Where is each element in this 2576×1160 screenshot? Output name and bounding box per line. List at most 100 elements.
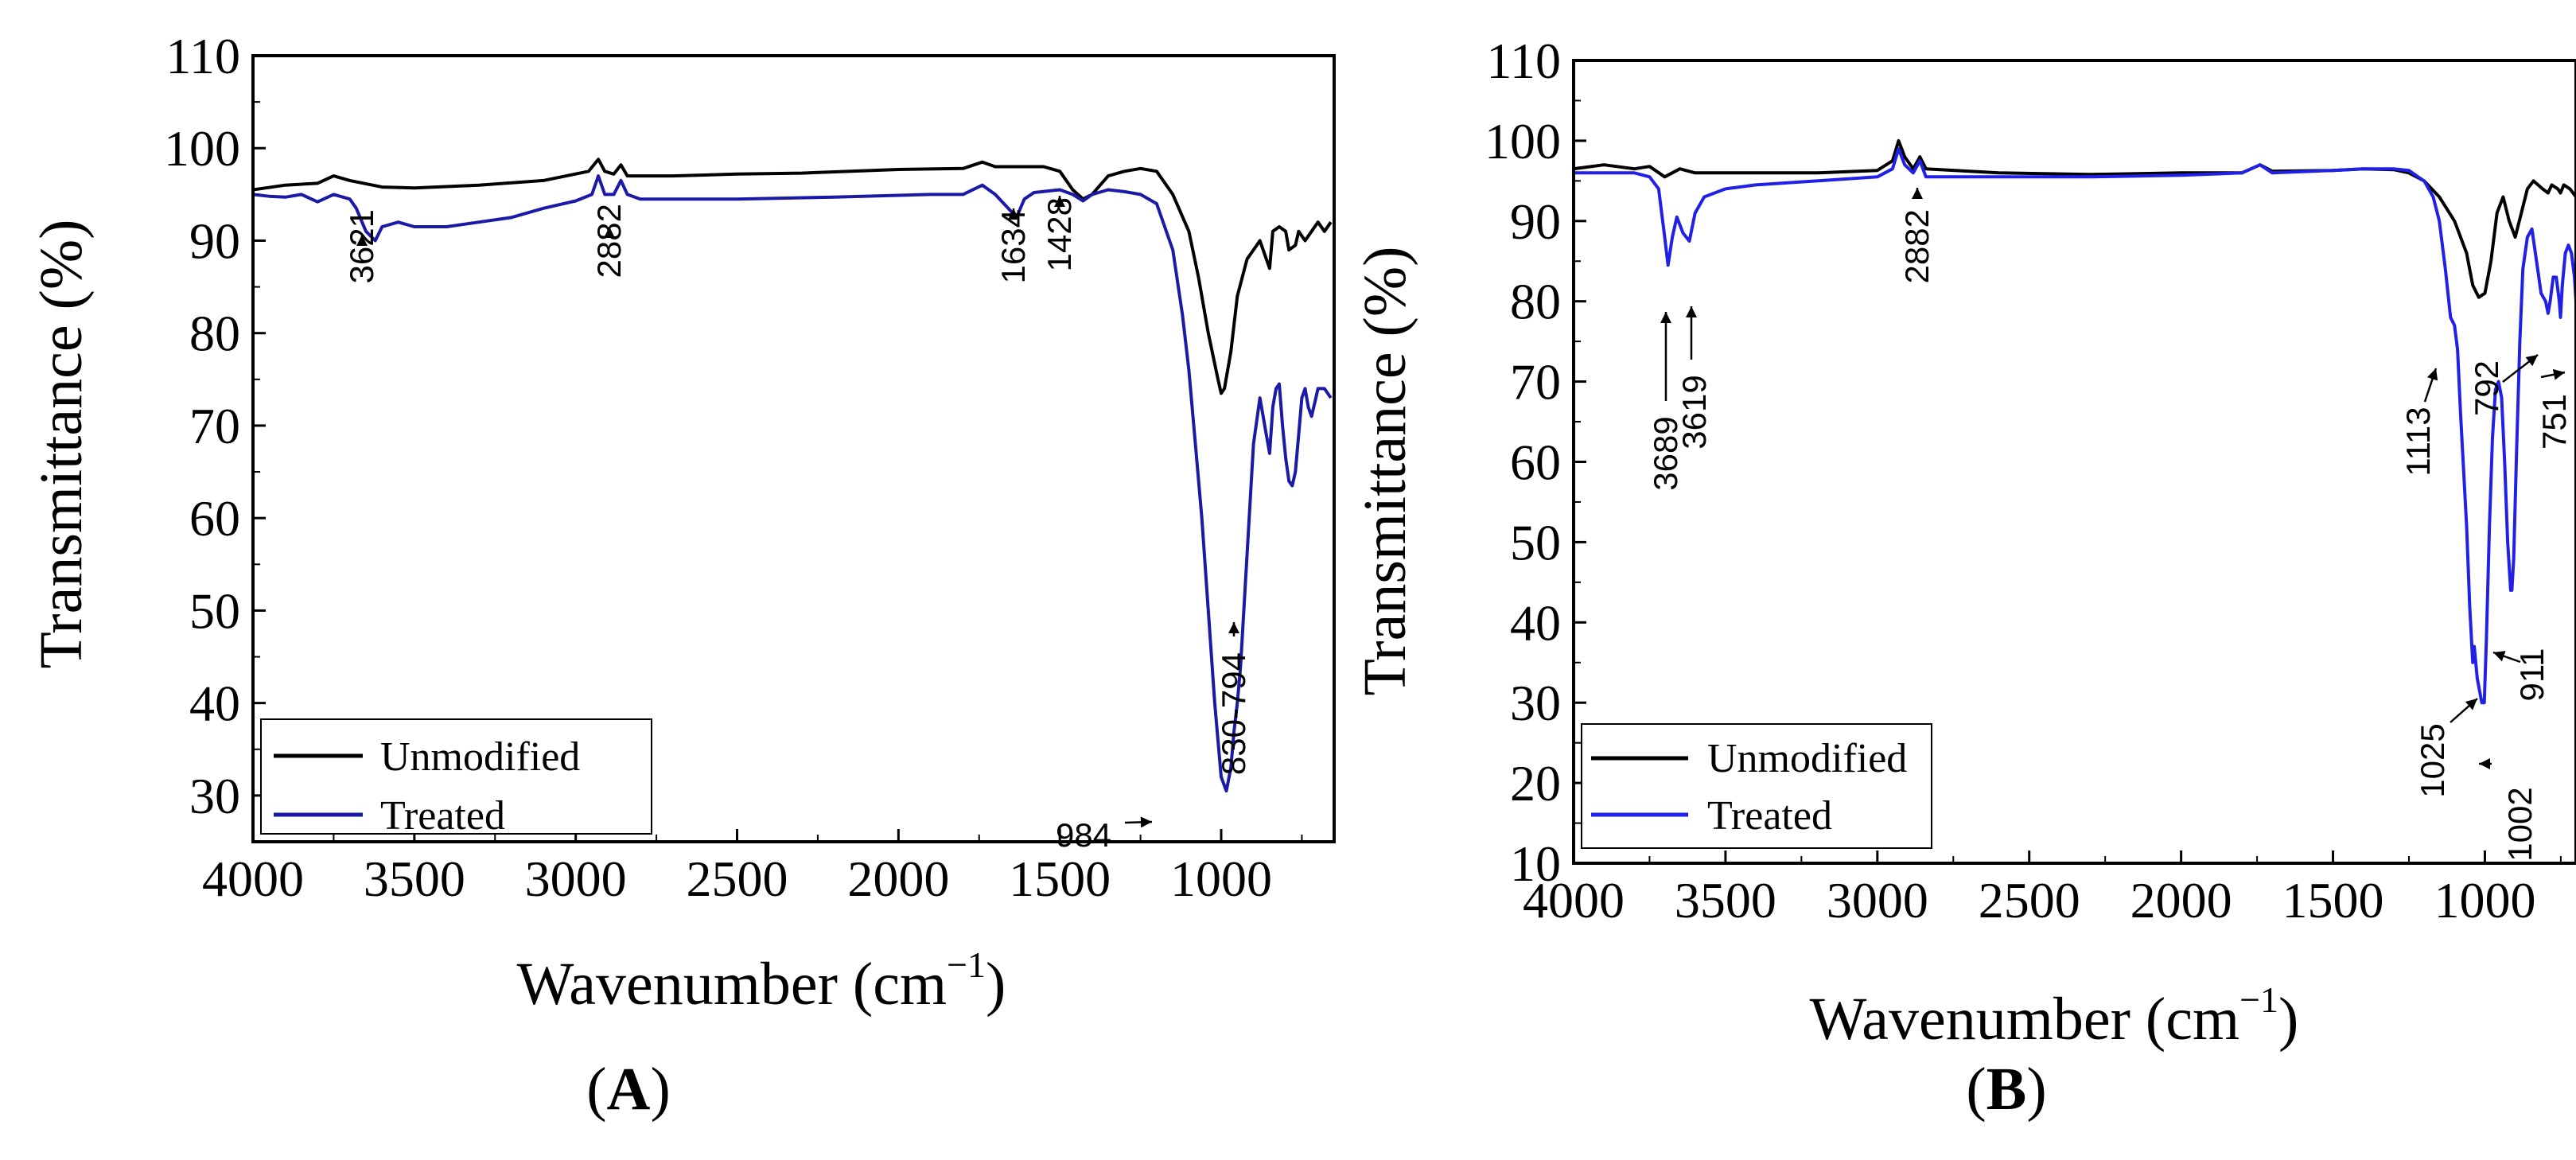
panel-a-legend-label-treated: Treated (380, 793, 505, 839)
panel-b-annotation-751: 751 (2535, 368, 2573, 450)
panel-a-annotation-1428: 1428 (1041, 196, 1078, 271)
panel-b-chart: 4000 3500 3000 2500 2000 1500 1000 10 20 30 40 50 60… (1352, 33, 2576, 1123)
panel-b-annotation-1002: 1002 (2479, 758, 2539, 862)
panel-b-annotation-arrowhead (2465, 699, 2477, 710)
panel-b-annotation-arrowhead (2525, 355, 2538, 367)
panel-a-x-tick-label: 2000 (847, 851, 949, 907)
panel-a-x-axis-title-sup: −1 (947, 944, 986, 985)
panel-a-series-group (255, 158, 1333, 793)
panel-a-ticks: 4000 3500 3000 2500 2000 1500 1000 30 40 50 60 70 80… (164, 28, 1303, 907)
panel-a-x-tick-label: 2500 (687, 851, 788, 907)
panel-b-x-tick-label: 3500 (1675, 872, 1776, 928)
panel-b-x-tick-label: 3000 (1827, 872, 1928, 928)
panel-a-annotation-label: 1428 (1041, 197, 1078, 271)
panel-b-annotation-1025: 1025 (2414, 698, 2478, 798)
panel-a-chart: 4000 3500 3000 2500 2000 1500 1000 30 40 50 60 70 80… (28, 28, 1336, 1123)
panel-a-series-treated (255, 174, 1333, 793)
panel-a-y-tick-label: 90 (189, 212, 240, 269)
panel-a-annotation-arrowhead (1228, 622, 1239, 633)
panel-b-annotation-label: 1002 (2501, 787, 2539, 861)
panel-b-series-unmodified (1575, 138, 2574, 299)
panel-a-y-tick-label: 60 (189, 490, 240, 547)
panel-a-y-tick-label: 70 (189, 398, 240, 454)
panel-b-annotation-arrowhead (2552, 368, 2565, 380)
panel-b-y-tick-label: 50 (1510, 514, 1561, 570)
panel-b-x-tick-label: 4000 (1523, 872, 1625, 928)
panel-a-annotation-984: 984 (1056, 816, 1153, 854)
panel-a-x-tick-label: 3000 (525, 851, 627, 907)
panel-b-annotation-label: 1025 (2414, 723, 2451, 797)
panel-a-annotation-label: 3621 (343, 209, 380, 283)
panel-a-series-unmodified (255, 158, 1333, 395)
panel-b-y-tick-label: 80 (1510, 274, 1561, 330)
panel-b-annotation-label: 3619 (1675, 375, 1713, 449)
panel-a-y-tick-label: 30 (189, 768, 240, 824)
panel-a-annotation-1634: 1634 (994, 208, 1032, 283)
panel-b-legend-label-treated: Treated (1707, 793, 1832, 839)
panel-a-annotation-label: 2882 (590, 204, 628, 278)
panel-b-y-tick-label: 110 (1486, 33, 1561, 89)
panel-b-x-tick-label: 1000 (2434, 872, 2535, 928)
panel-a-x-axis-title-main: Wavenumber (cm (517, 951, 947, 1018)
panel-b-x-axis-title-main: Wavenumber (cm (1810, 986, 2239, 1053)
panel-a-x-tick-label: 1000 (1170, 851, 1272, 907)
panel-a-annotation-arrowhead (1054, 196, 1065, 207)
panel-b-annotation-2882: 2882 (1898, 188, 1936, 283)
panel-a-plot-frame (251, 54, 1336, 843)
panel-a-x-tick-label: 1500 (1009, 851, 1111, 907)
panel-a-x-axis-title-close: ) (986, 951, 1006, 1018)
panel-a-annotation-arrowhead (356, 235, 368, 246)
panel-b-annotation-label: 3689 (1647, 416, 1684, 490)
panel-a-annotation-3621: 3621 (343, 209, 380, 283)
panel-b-annotation-911: 911 (2492, 648, 2551, 702)
panel-b-annotation-arrowhead (1660, 312, 1671, 323)
panel-b-ticks: 4000 3500 3000 2500 2000 1500 1000 10 20 30 40 50 60… (1485, 33, 2562, 928)
panel-b-y-tick-label: 40 (1510, 594, 1561, 651)
panel-b-y-tick-label: 100 (1485, 113, 1561, 169)
panel-a-annotations: 3621 2882 1634 1428 984 830-794 (343, 196, 1252, 854)
panel-b-x-tick-label: 1500 (2282, 872, 2384, 928)
panel-a-y-tick-label: 40 (189, 675, 240, 732)
panel-b-y-tick-label: 30 (1510, 675, 1561, 731)
panel-b-label: (B) (1966, 1056, 2046, 1123)
panel-b-annotation-label: 2882 (1898, 209, 1936, 283)
panel-a-x-axis-title: Wavenumber (cm−1) (517, 944, 1006, 1018)
panel-a-annotation-arrowhead (604, 227, 615, 238)
panel-a-label: (A) (586, 1056, 671, 1123)
panel-b-y-tick-label: 70 (1510, 354, 1561, 411)
panel-a-x-tick-label: 3500 (364, 851, 465, 907)
panel-b-annotation-label: 911 (2513, 648, 2551, 702)
panel-b-annotation-3619: 3619 (1675, 306, 1713, 450)
panel-a-x-tick-label: 4000 (202, 851, 304, 907)
panel-a-annotation-label: 830-794 (1215, 652, 1252, 775)
panel-a-y-axis-title: Transmittance (%) (28, 220, 95, 669)
panel-b-y-tick-label: 10 (1510, 835, 1561, 892)
panel-a-annotation-2882: 2882 (590, 204, 628, 278)
panel-a-y-tick-label: 100 (164, 120, 240, 177)
panel-a-y-tick-label: 110 (165, 28, 240, 84)
panel-b-annotation-arrowhead (1912, 188, 1923, 199)
panel-b-x-axis-title-close: ) (2278, 986, 2298, 1053)
panel-b-y-axis-title: Transmittance (%) (1352, 247, 1418, 696)
panel-a-annotation-arrowhead (1008, 208, 1019, 220)
panel-b-annotation-arrowhead (2479, 758, 2490, 769)
panel-b-annotation-arrowhead (1686, 306, 1697, 317)
panel-b-legend-box (1581, 723, 1932, 849)
panel-b-annotation-792: 792 (2468, 354, 2539, 416)
panel-b-x-axis-title-sup: −1 (2239, 979, 2278, 1020)
panel-b-series-treated (1575, 147, 2574, 705)
panel-b-annotation-arrowhead (2426, 368, 2438, 381)
panel-a-annotation-830-794: 830-794 (1215, 622, 1252, 775)
panel-b-x-axis-title: Wavenumber (cm−1) (1810, 979, 2299, 1053)
panel-b-annotation-label: 1113 (2399, 407, 2437, 476)
panel-b-annotation-label: 751 (2535, 394, 2573, 450)
panel-b-y-tick-label: 60 (1510, 434, 1561, 491)
panel-a-annotation-arrowhead (1140, 816, 1152, 828)
panel-b-legend: Unmodified Treated (1581, 723, 1932, 849)
panel-a-legend-label-unmodified: Unmodified (380, 734, 580, 780)
panel-b-x-tick-label: 2000 (2130, 872, 2232, 928)
panel-b-y-tick-label: 90 (1510, 193, 1561, 250)
panel-b-x-tick-label: 2500 (1979, 872, 2080, 928)
